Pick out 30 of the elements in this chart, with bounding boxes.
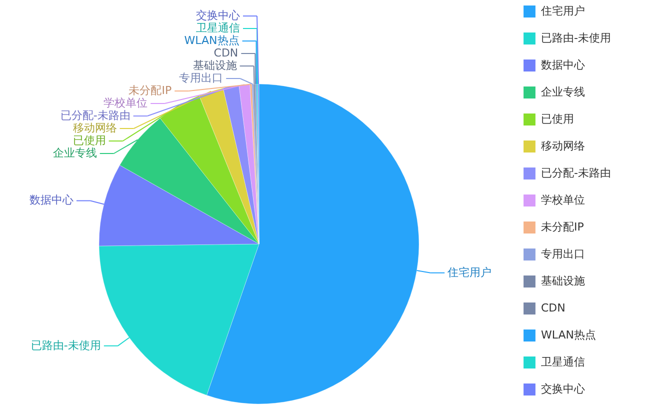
legend-label: 企业专线	[541, 86, 585, 98]
legend-label: 已路由-未使用	[541, 32, 611, 44]
slice-label: 企业专线	[52, 146, 97, 160]
legend-label: 未分配IP	[541, 220, 584, 234]
legend-label: 已使用	[541, 112, 574, 126]
slice-label: 数据中心	[29, 194, 74, 207]
category-label: 已使用	[72, 134, 106, 147]
legend-label: WLAN热点	[541, 328, 596, 342]
category-label: 专用出口	[179, 72, 224, 84]
legend-label: 住宅用户	[448, 266, 492, 279]
legend-label: 专用出口	[541, 248, 585, 260]
legend-label: 交换中心	[541, 382, 585, 396]
category-label: 移动网络	[72, 122, 117, 134]
legend-label: 基础设施	[541, 274, 585, 288]
slice-label: 已路由-未使用	[30, 338, 101, 352]
legend-label: 学校单位	[541, 194, 585, 206]
category-label: 学校单位	[104, 96, 148, 110]
legend-label: 移动网络	[541, 140, 585, 152]
slice-label: CDN	[214, 46, 238, 60]
category-label: 已分配-未路由	[60, 109, 130, 122]
legend-label: 卫星通信	[541, 356, 585, 368]
category-label: 卫星通信	[196, 22, 240, 34]
category-label: WLAN热点	[184, 34, 240, 47]
legend-label: 已分配-未路由	[541, 166, 611, 180]
category-label: 未分配IP	[128, 84, 172, 97]
slice-label: 基础设施	[192, 59, 237, 72]
legend-label: CDN	[541, 302, 566, 314]
category-label: 住宅用户	[541, 4, 585, 18]
legend-label: 数据中心	[541, 58, 585, 72]
category-label: 交换中心	[196, 9, 240, 22]
